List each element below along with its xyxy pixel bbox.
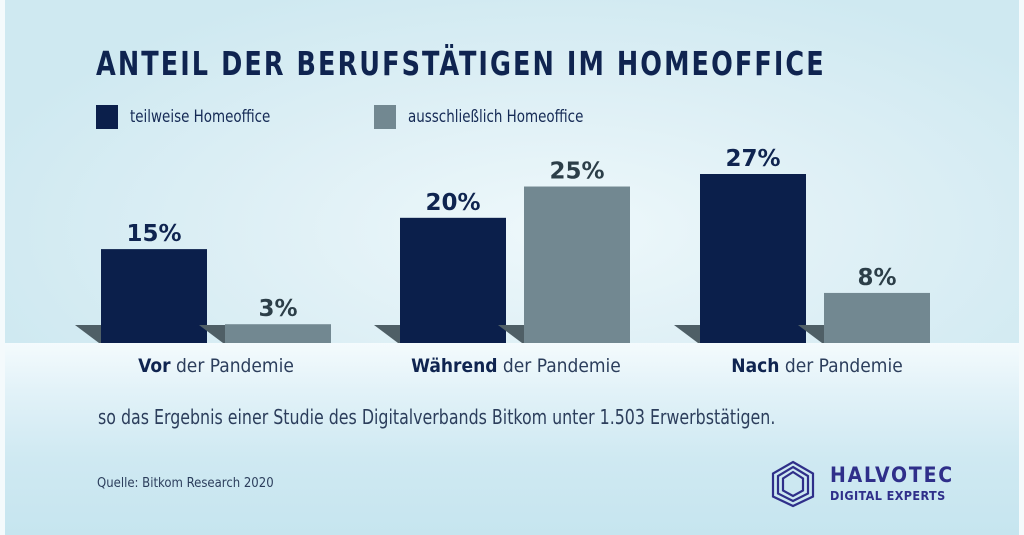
category-label-rest: der Pandemie: [779, 355, 903, 377]
bar-teilweise-0: [101, 249, 207, 343]
logo-tagline: DIGITAL EXPERTS: [830, 488, 946, 504]
data-label: 25%: [549, 159, 604, 185]
category-label-rest: der Pandemie: [170, 355, 294, 377]
nested-hexagon-icon: [771, 460, 815, 508]
category-label-nach: Nach der Pandemie: [731, 355, 902, 377]
bar-shadow: [674, 325, 700, 343]
category-label-bold: Während: [411, 355, 498, 377]
bar-ausschliesslich-0: [225, 324, 331, 343]
bar-ausschliesslich-2: [824, 292, 930, 343]
legend-label: ausschließlich Homeoffice: [408, 107, 584, 127]
chart-title: ANTEIL DER BERUFSTÄTIGEN IM HOMEOFFICE: [96, 44, 826, 83]
frame-left: [0, 0, 5, 535]
logo-name: HALVOTEC: [830, 463, 954, 488]
halvotec-logo: HALVOTEC DIGITAL EXPERTS: [770, 460, 954, 508]
footer-band: [5, 343, 1019, 535]
bar-shadow: [498, 325, 524, 343]
study-note: so das Ergebnis einer Studie des Digital…: [98, 405, 776, 429]
legend-label: teilweise Homeoffice: [130, 107, 271, 127]
legend-item-ausschliesslich: ausschließlich Homeoffice: [374, 105, 607, 129]
category-label-vor: Vor der Pandemie: [138, 355, 294, 377]
frame-right: [1019, 0, 1024, 535]
data-label: 15%: [126, 221, 181, 247]
bar-teilweise-1: [400, 217, 506, 343]
category-label-rest: der Pandemie: [497, 355, 621, 377]
category-label-bold: Nach: [731, 355, 780, 377]
bar-shadow: [374, 325, 400, 343]
legend-swatch-gray: [374, 105, 396, 129]
bar-shadow: [798, 325, 824, 343]
data-label: 27%: [725, 146, 780, 172]
bar-teilweise-2: [700, 174, 806, 343]
data-label: 3%: [258, 296, 297, 322]
data-label: 8%: [857, 265, 896, 291]
bar-ausschliesslich-1: [524, 186, 630, 343]
category-label-waehrend: Während der Pandemie: [411, 355, 621, 377]
category-label-bold: Vor: [138, 355, 171, 377]
bar-shadow: [199, 325, 225, 343]
bar-shadow: [75, 325, 101, 343]
legend-swatch-dark: [96, 105, 118, 129]
logo-text: HALVOTEC DIGITAL EXPERTS: [830, 465, 954, 503]
source-text: Quelle: Bitkom Research 2020: [97, 476, 274, 491]
legend-item-teilweise: teilweise Homeoffice: [96, 105, 289, 129]
data-label: 20%: [425, 190, 480, 216]
